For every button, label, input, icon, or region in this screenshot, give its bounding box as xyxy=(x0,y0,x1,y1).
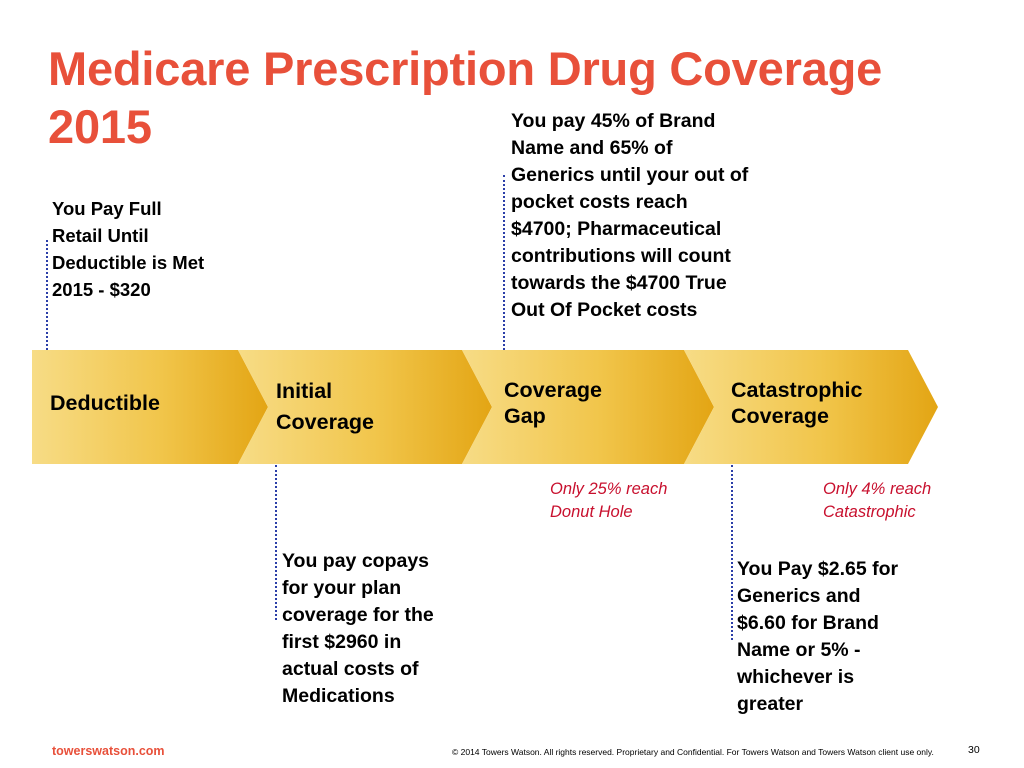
stage-label-line: Catastrophic xyxy=(731,378,863,402)
slide-title-line-2: 2015 xyxy=(48,100,152,153)
note-line: Name and 65% of xyxy=(511,137,673,159)
page-number: 30 xyxy=(968,744,980,756)
note-line: Retail Until xyxy=(52,225,149,246)
footer-copyright: © 2014 Towers Watson. All rights reserve… xyxy=(452,747,934,757)
note-initial-coverage: You pay copays for your plan coverage fo… xyxy=(282,548,434,710)
stage-label-line: Deductible xyxy=(50,391,160,415)
note-line: Generics until your out of xyxy=(511,164,749,186)
note-line: You pay 45% of Brand xyxy=(511,110,716,132)
stat-line: Catastrophic xyxy=(823,503,916,521)
note-line: Out Of Pocket costs xyxy=(511,299,698,321)
note-line: Medications xyxy=(282,685,395,707)
slide-title: Medicare Prescription Drug Coverage 2015 xyxy=(48,40,882,156)
note-line: You Pay Full xyxy=(52,198,162,219)
note-line: for your plan xyxy=(282,577,402,599)
stat-line: Only 4% reach xyxy=(823,480,932,498)
stage-label-line: Coverage xyxy=(504,378,602,402)
stat-line: Only 25% reach xyxy=(550,480,668,498)
connector-initial-coverage xyxy=(275,465,277,620)
footer-brand-link: towerswatson.com xyxy=(52,744,165,758)
note-line: coverage for the xyxy=(282,604,434,626)
connector-coverage-gap xyxy=(503,175,505,350)
note-line: whichever is xyxy=(737,666,855,688)
note-line: Generics and xyxy=(737,585,861,607)
stage-label-line: Gap xyxy=(504,404,546,428)
stat-donut-hole: Only 25% reach Donut Hole xyxy=(550,478,667,524)
note-deductible: You Pay Full Retail Until Deductible is … xyxy=(52,195,204,303)
note-line: first $2960 in xyxy=(282,631,402,653)
note-coverage-gap: You pay 45% of Brand Name and 65% of Gen… xyxy=(511,108,748,324)
note-line: greater xyxy=(737,693,804,715)
stage-label-line: Coverage xyxy=(731,404,829,428)
note-line: $4700; Pharmaceutical xyxy=(511,218,722,240)
stage-label-initial-coverage: Initial Coverage xyxy=(276,376,374,438)
connector-catastrophic xyxy=(731,465,733,640)
connector-deductible xyxy=(46,240,48,350)
stage-arrow-deductible xyxy=(32,350,268,464)
note-line: You pay copays xyxy=(282,550,430,572)
note-line: actual costs of xyxy=(282,658,419,680)
stage-arrow-coverage-gap xyxy=(462,350,714,464)
stage-label-catastrophic-coverage: Catastrophic Coverage xyxy=(731,377,862,429)
stage-arrow-catastrophic-coverage xyxy=(684,350,938,464)
note-catastrophic: You Pay $2.65 for Generics and $6.60 for… xyxy=(737,556,898,718)
note-line: pocket costs reach xyxy=(511,191,688,213)
note-line: $6.60 for Brand xyxy=(737,612,879,634)
note-line: 2015 - $320 xyxy=(52,279,151,300)
note-line: You Pay $2.65 for xyxy=(737,558,899,580)
note-line: Name or 5% - xyxy=(737,639,861,661)
note-line: Deductible is Met xyxy=(52,252,205,273)
stage-label-deductible: Deductible xyxy=(50,390,160,416)
stage-label-coverage-gap: Coverage Gap xyxy=(504,377,602,429)
stage-label-line: Coverage xyxy=(276,410,374,434)
slide-title-line-1: Medicare Prescription Drug Coverage xyxy=(48,42,883,95)
stage-arrow-initial-coverage xyxy=(238,350,492,464)
stage-label-line: Initial xyxy=(276,379,333,403)
stat-catastrophic: Only 4% reach Catastrophic xyxy=(823,478,931,524)
note-line: contributions will count xyxy=(511,245,731,267)
stat-line: Donut Hole xyxy=(550,503,633,521)
note-line: towards the $4700 True xyxy=(511,272,727,294)
